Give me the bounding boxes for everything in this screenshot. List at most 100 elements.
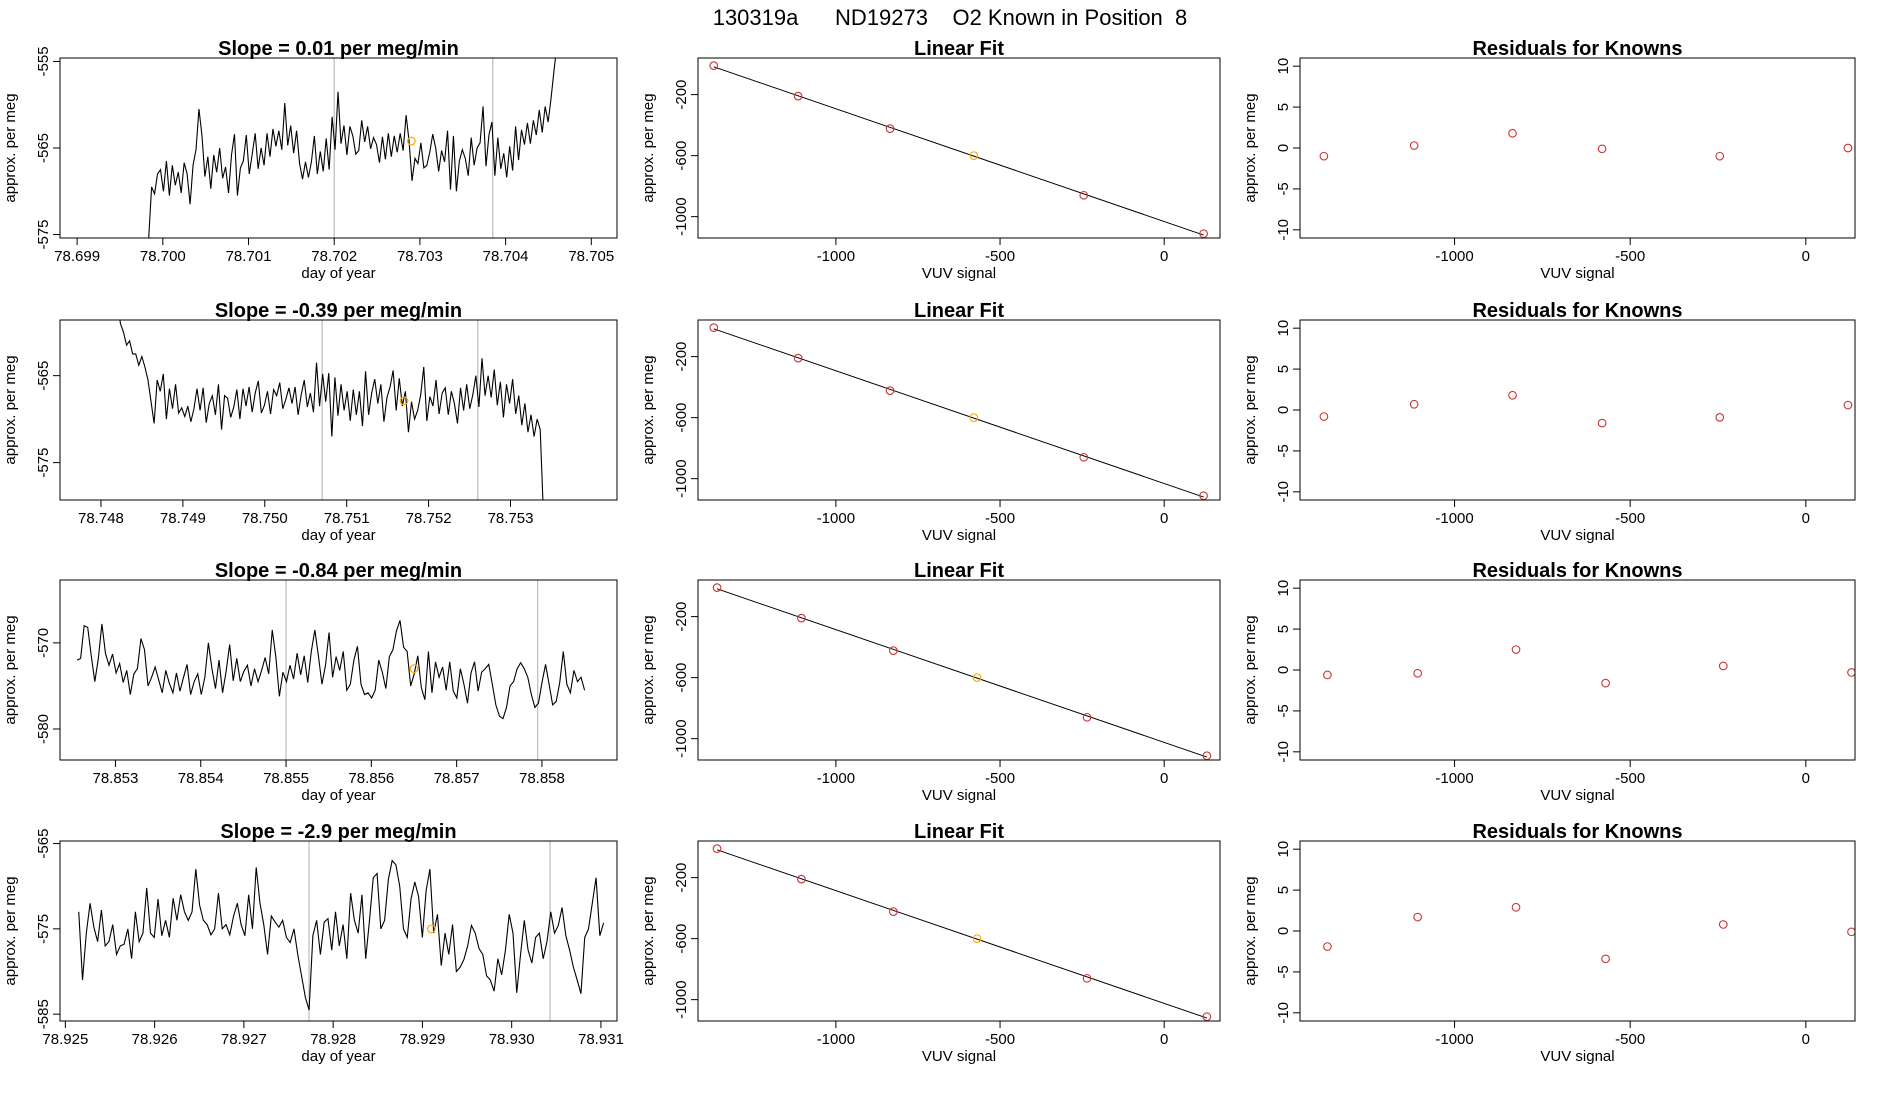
plot-area <box>712 844 1212 1021</box>
x-tick-label: 78.703 <box>397 248 443 265</box>
y-tick-label: -570 <box>35 628 52 658</box>
y-tick-label: -555 <box>35 46 52 76</box>
y-tick-label: -5 <box>1275 965 1292 978</box>
x-tick-label: -500 <box>985 248 1015 265</box>
x-tick-label: -500 <box>1615 1031 1645 1048</box>
known-point <box>1082 712 1092 722</box>
y-tick-label: 5 <box>1275 625 1292 633</box>
plot-area <box>119 320 544 500</box>
known-mean-point <box>406 136 416 146</box>
x-tick-label: 0 <box>1160 770 1168 787</box>
x-tick-label: 78.931 <box>578 1031 624 1048</box>
fit-line <box>716 849 1208 1019</box>
plot-area <box>1319 128 1853 161</box>
slope-prefix: Slope = <box>215 300 292 322</box>
y-tick-label: -200 <box>673 602 690 632</box>
slope-suffix: per meg/min <box>332 821 456 843</box>
y-tick-label: 10 <box>1275 841 1292 858</box>
panel-title: Linear Fit <box>914 821 1004 843</box>
panel-1-2: Linear Fit -1000 -500 0 VUV signal -200 -600 -1… <box>640 38 1221 282</box>
plot-frame <box>1299 840 1856 1022</box>
panel-title: Residuals for Knowns <box>1472 560 1682 582</box>
known-mean-point <box>409 664 419 674</box>
y-tick-label: -5 <box>1275 444 1292 457</box>
plot-frame <box>697 579 1221 761</box>
y-tick-label: -5 <box>1275 182 1292 195</box>
y-tick-label: -5 <box>1275 704 1292 717</box>
y-tick-label: -10 <box>1275 481 1292 503</box>
x-tick-label: 0 <box>1160 510 1168 527</box>
plot-area <box>1323 902 1855 964</box>
known-point <box>1319 151 1329 161</box>
x-tick-label: -500 <box>985 1031 1015 1048</box>
known-point <box>1718 661 1728 671</box>
signal-series <box>76 620 586 720</box>
known-point <box>712 844 722 853</box>
y-tick-label: -580 <box>35 714 52 744</box>
x-tick-label: -500 <box>1615 770 1645 787</box>
y-tick-label: -1000 <box>673 980 690 1018</box>
y-axis-label: approx. per meg <box>2 355 19 464</box>
plot-area <box>1323 645 1855 688</box>
x-tick-label: 78.705 <box>568 248 614 265</box>
panel-3-2: Linear Fit -1000 -500 0 VUV signal -200 -600 -1… <box>640 560 1221 804</box>
y-tick-label: 0 <box>1275 666 1292 674</box>
x-tick-label: 78.752 <box>406 510 452 527</box>
known-point <box>1409 399 1419 409</box>
x-tick-label: 78.701 <box>226 248 272 265</box>
known-point <box>709 61 719 70</box>
y-tick-label: -585 <box>35 999 52 1029</box>
panel-3-3: Residuals for Knowns -1000 -500 0 VUV signal… <box>1242 560 1856 804</box>
slope-prefix: Slope = <box>218 38 295 60</box>
plot-frame <box>697 840 1221 1022</box>
known-point <box>1079 452 1089 462</box>
x-tick-label: 78.700 <box>140 248 186 265</box>
x-axis-label: day of year <box>301 787 375 804</box>
known-point <box>1323 942 1332 951</box>
known-point <box>1323 670 1332 680</box>
known-point <box>1715 413 1725 422</box>
x-tick-label: 78.750 <box>242 510 288 527</box>
plot-area <box>1319 390 1853 428</box>
y-tick-label: 10 <box>1275 580 1292 597</box>
y-tick-label: 0 <box>1275 927 1292 935</box>
x-tick-label: -1000 <box>1435 248 1473 265</box>
x-tick-label: -500 <box>1615 248 1645 265</box>
panel-title: Linear Fit <box>914 300 1004 322</box>
y-axis-label: approx. per meg <box>2 93 19 202</box>
panel-1-1: Slope = 0.01 per meg/min 78.699 78.700 78.7… <box>2 38 618 282</box>
x-tick-label: 78.856 <box>348 770 394 787</box>
known-point <box>1508 390 1517 400</box>
plot-area <box>148 58 556 238</box>
y-tick-label: 10 <box>1275 58 1292 75</box>
fit-line <box>716 588 1208 758</box>
x-axis-label: VUV signal <box>922 787 996 804</box>
signal-series <box>119 320 544 500</box>
known-point <box>793 91 803 101</box>
slope-value: -0.84 <box>292 560 338 582</box>
known-point <box>888 646 898 655</box>
panel-title: Slope = -0.84 per meg/min <box>215 560 462 582</box>
known-description: O2 Known in Position <box>952 5 1162 30</box>
known-point <box>712 583 722 592</box>
y-tick-label: -575 <box>35 914 52 944</box>
known-point <box>1511 645 1521 654</box>
figure-title: 130319a ND19273 O2 Known in Position 8 <box>713 5 1188 30</box>
y-tick-label: 10 <box>1275 320 1292 337</box>
x-tick-label: 78.925 <box>42 1031 88 1048</box>
panel-4-2: Linear Fit -1000 -500 0 VUV signal -200 -600 -1… <box>640 821 1221 1065</box>
known-point <box>1597 144 1607 154</box>
unknown-point <box>969 151 979 160</box>
x-tick-label: -1000 <box>1435 510 1473 527</box>
known-point <box>1601 954 1610 964</box>
known-point <box>1082 973 1092 983</box>
y-tick-label: -600 <box>673 141 690 171</box>
x-axis-label: day of year <box>301 1048 375 1065</box>
panel-title: Linear Fit <box>914 38 1004 60</box>
panel-2-2: Linear Fit -1000 -500 0 VUV signal -200 -600 -1… <box>640 300 1221 544</box>
unknown-point <box>972 673 982 682</box>
x-tick-label: 0 <box>1802 510 1810 527</box>
tank-id: ND19273 <box>835 5 928 30</box>
x-tick-label: 78.702 <box>311 248 357 265</box>
slope-value: -2.9 <box>298 821 332 843</box>
